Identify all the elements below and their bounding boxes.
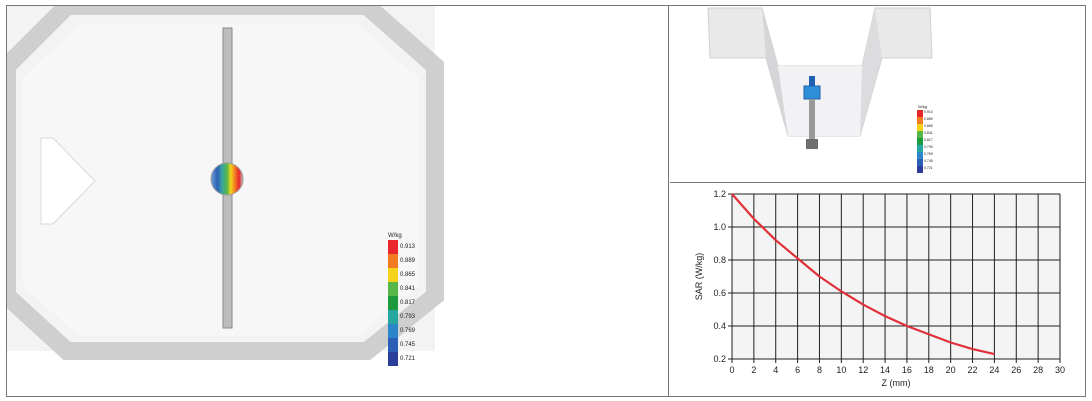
x-tick-label: 0 xyxy=(729,365,734,375)
x-tick-label: 24 xyxy=(989,365,999,375)
colorbar-label: 0.793 xyxy=(924,145,933,149)
plot-area xyxy=(732,194,1060,359)
colorbar-label: 0.841 xyxy=(924,131,933,135)
colorbar-swatch xyxy=(388,310,398,324)
colorbar-swatch xyxy=(388,240,398,254)
x-tick-label: 8 xyxy=(817,365,822,375)
y-tick-label: 0.6 xyxy=(713,288,726,298)
y-tick-label: 1.0 xyxy=(713,222,726,232)
colorbar-swatch xyxy=(917,166,923,173)
colorbar-swatch xyxy=(917,138,923,145)
phantom-top-view-panel: W/kg 0.913 0.889 0.865 0.841 0.817 0.793… xyxy=(7,6,669,396)
colorbar-label: 0.745 xyxy=(924,159,933,163)
x-tick-label: 16 xyxy=(902,365,912,375)
colorbar-unit: W/kg xyxy=(918,104,927,109)
colorbar-swatch xyxy=(917,131,923,138)
y-tick-label: 0.8 xyxy=(713,255,726,265)
x-tick-label: 6 xyxy=(795,365,800,375)
colorbar-label: 0.889 xyxy=(400,258,416,264)
colorbar-label: 0.913 xyxy=(400,244,416,250)
colorbar-label: 0.817 xyxy=(924,138,933,142)
colorbar-unit: W/kg xyxy=(388,233,402,239)
x-tick-label: 22 xyxy=(968,365,978,375)
colorbar-swatch xyxy=(388,324,398,338)
phantom-rim xyxy=(7,6,444,360)
colorbar-label: 0.913 xyxy=(924,110,933,114)
colorbar-swatch xyxy=(388,282,398,296)
colorbar-swatch xyxy=(388,268,398,282)
colorbar-label: 0.793 xyxy=(400,314,416,320)
colorbar-swatch xyxy=(917,117,923,124)
x-tick-label: 2 xyxy=(751,365,756,375)
colorbar-left: W/kg 0.913 0.889 0.865 0.841 0.817 0.793… xyxy=(388,233,416,366)
colorbar-label: 0.745 xyxy=(400,342,416,348)
colorbar-swatch xyxy=(388,338,398,352)
x-axis-title: Z (mm) xyxy=(882,378,911,388)
colorbar-swatch xyxy=(917,152,923,159)
colorbar-label: 0.769 xyxy=(924,152,933,156)
y-axis: 0.2 0.4 0.6 0.8 1.0 1.2 xyxy=(713,189,733,364)
x-tick-label: 20 xyxy=(946,365,956,375)
x-tick-label: 4 xyxy=(773,365,778,375)
tray-floor xyxy=(778,66,862,136)
colorbar-label: 0.865 xyxy=(400,272,416,278)
y-tick-label: 0.2 xyxy=(713,354,726,364)
x-axis: 0 2 4 6 8 10 12 14 16 18 20 22 24 26 28 30 xyxy=(729,358,1065,375)
colorbar-label: 0.769 xyxy=(400,328,416,334)
colorbar-swatch xyxy=(388,254,398,268)
chart-grid xyxy=(731,193,1061,360)
x-tick-label: 30 xyxy=(1055,365,1065,375)
y-tick-label: 1.2 xyxy=(713,189,726,199)
phantom-notch xyxy=(40,137,96,225)
sar-line xyxy=(731,193,995,356)
colorbar-label: 0.841 xyxy=(400,286,416,292)
colorbar-label: 0.721 xyxy=(924,166,933,170)
colorbar-swatch xyxy=(917,159,923,166)
y-axis-title: SAR (W/kg) xyxy=(694,253,704,301)
colorbar-label: 0.865 xyxy=(924,124,933,128)
x-tick-label: 28 xyxy=(1033,365,1043,375)
sar-chart-panel: 0 2 4 6 8 10 12 14 16 18 20 22 24 26 28 30 0.2 0.4 0.6 0.8… xyxy=(670,184,1085,396)
probe-shaft xyxy=(809,99,815,139)
x-tick-label: 12 xyxy=(858,365,868,375)
colorbar-label: 0.721 xyxy=(400,356,416,362)
colorbar-label: 0.889 xyxy=(924,117,933,121)
colorbar-swatch xyxy=(917,145,923,152)
x-tick-label: 14 xyxy=(880,365,890,375)
phantom-3d-view-panel: W/kg 0.913 0.889 0.865 0.841 0.817 0.793… xyxy=(670,6,1085,183)
colorbar-swatch xyxy=(388,352,398,366)
y-tick-label: 0.4 xyxy=(713,321,726,331)
probe-base xyxy=(806,139,818,149)
chart-series xyxy=(731,193,995,356)
x-tick-label: 18 xyxy=(924,365,934,375)
sar-hotspot xyxy=(211,163,243,195)
x-tick-label: 10 xyxy=(836,365,846,375)
x-tick-label: 26 xyxy=(1011,365,1021,375)
sar-z-chart: 0 2 4 6 8 10 12 14 16 18 20 22 24 26 28 30 0.20.40.60.8… xyxy=(694,189,1065,388)
tray-side-left xyxy=(762,8,788,136)
probe-tip-top xyxy=(809,76,815,88)
colorbar-swatch xyxy=(917,124,923,131)
phantom-top-view: W/kg 0.913 0.889 0.865 0.841 0.817 0.793… xyxy=(7,6,444,366)
colorbar-swatch xyxy=(917,110,923,117)
sar-hotspot-outline xyxy=(210,162,244,196)
phantom-3d-view: W/kg 0.913 0.889 0.865 0.841 0.817 0.793… xyxy=(707,7,933,173)
colorbar-right: W/kg 0.913 0.889 0.865 0.841 0.817 0.793… xyxy=(917,104,933,173)
colorbar-label: 0.817 xyxy=(400,300,416,306)
colorbar-swatch xyxy=(388,296,398,310)
tray-side-right xyxy=(860,8,882,136)
probe-sensor xyxy=(803,85,821,100)
